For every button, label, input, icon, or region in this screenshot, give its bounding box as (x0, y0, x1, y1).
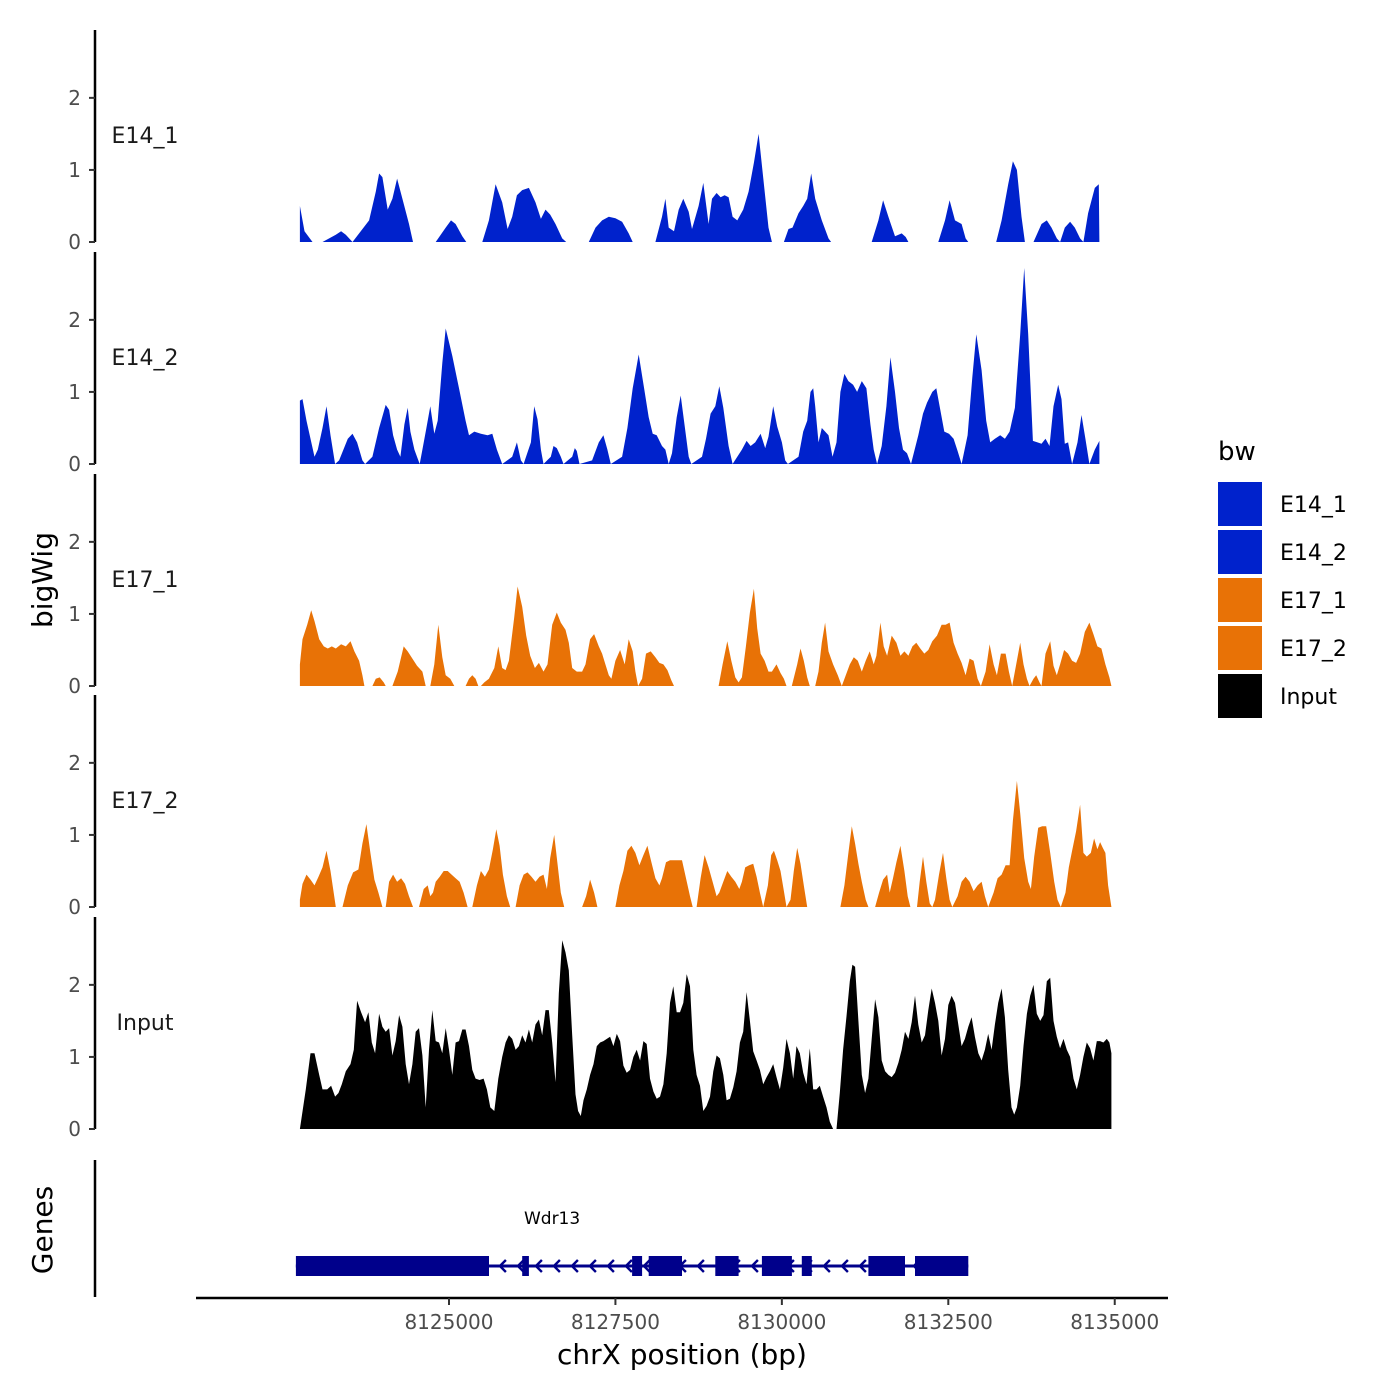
y-axis-title: bigWig (26, 532, 59, 628)
y-tick-label: 0 (68, 895, 81, 919)
strand-arrow (624, 1259, 633, 1273)
x-axis-title: chrX position (bp) (557, 1338, 807, 1371)
legend-label: E14_2 (1280, 541, 1347, 566)
legend-title: bw (1218, 437, 1256, 467)
track-label: Input (117, 1011, 174, 1036)
gene-exon (522, 1256, 529, 1276)
x-tick-label: 8127500 (571, 1310, 660, 1334)
strand-arrow (570, 1259, 579, 1273)
strand-arrow (696, 1259, 705, 1273)
y-tick-label: 2 (68, 751, 81, 775)
strand-arrow (840, 1259, 849, 1273)
x-tick-label: 8130000 (737, 1310, 826, 1334)
legend-label: E17_2 (1280, 637, 1347, 662)
strand-arrow (498, 1259, 507, 1273)
x-tick-label: 8135000 (1070, 1310, 1159, 1334)
strand-arrow (534, 1259, 543, 1273)
y-tick-label: 1 (68, 602, 81, 626)
strand-arrow (750, 1259, 759, 1273)
y-tick-label: 2 (68, 973, 81, 997)
gene-wdr13: Wdr13 (295, 1209, 969, 1276)
genes-panel: Wdr13 (93, 1160, 969, 1297)
legend-label: E14_1 (1280, 493, 1347, 518)
y-tick-label: 0 (68, 230, 81, 254)
legend: bw E14_1 E14_2 E17_1 E17_2 Input (1218, 437, 1347, 718)
legend-swatch (1218, 626, 1262, 670)
y-tick-label: 1 (68, 380, 81, 404)
y-tick-label: 2 (68, 86, 81, 110)
tracks-layer: 0 1 2 E14_1 0 1 2 E14_2 0 1 2 E17_1 0 1 2 E17_2 0 1 2 Input (68, 30, 1112, 1141)
y-tick-label: 0 (68, 452, 81, 476)
strand-arrow (822, 1259, 831, 1273)
track-label: E17_2 (112, 789, 179, 814)
strand-arrow (588, 1259, 597, 1273)
legend-swatch (1218, 578, 1262, 622)
x-tick-label: 8125000 (404, 1310, 493, 1334)
gene-exon (915, 1256, 969, 1276)
gene-exon (648, 1256, 682, 1276)
x-axis: 8125000 8127500 8130000 8132500 8135000 (196, 1296, 1168, 1334)
track-e14-2: 0 1 2 E14_2 (68, 252, 1100, 476)
y-tick-label: 1 (68, 1045, 81, 1069)
strand-arrow (516, 1259, 525, 1273)
track-label: E14_1 (112, 124, 179, 149)
gene-exon (868, 1256, 905, 1276)
y-tick-label: 1 (68, 158, 81, 182)
gene-exon (632, 1256, 643, 1276)
legend-swatch (1218, 674, 1262, 718)
y-tick-label: 0 (68, 1117, 81, 1141)
y-tick-label: 2 (68, 308, 81, 332)
coverage-area-e14-2 (299, 268, 1100, 464)
track-e17-2: 0 1 2 E17_2 (68, 695, 1112, 919)
legend-swatch (1218, 530, 1262, 574)
x-tick-label: 8132500 (904, 1310, 993, 1334)
legend-label: E17_1 (1280, 589, 1347, 614)
gene-label: Wdr13 (524, 1209, 580, 1229)
coverage-area-e14-1 (299, 133, 1100, 242)
genes-axis-title: Genes (26, 1186, 59, 1274)
track-label: E14_2 (112, 346, 179, 371)
track-input: 0 1 2 Input (68, 917, 1112, 1141)
y-tick-label: 0 (68, 674, 81, 698)
y-tick-label: 2 (68, 530, 81, 554)
track-label: E17_1 (112, 568, 179, 593)
track-e14-1: 0 1 2 E14_1 (68, 30, 1100, 254)
strand-arrow (642, 1259, 651, 1273)
strand-arrow (552, 1259, 561, 1273)
gene-exon (295, 1256, 489, 1276)
y-tick-label: 1 (68, 823, 81, 847)
strand-arrow (858, 1259, 867, 1273)
coverage-area-input (299, 940, 1112, 1129)
legend-label: Input (1280, 685, 1337, 710)
coverage-area-e17-1 (299, 586, 1112, 686)
gene-exon (761, 1256, 792, 1276)
gene-exon (715, 1256, 739, 1276)
gene-exon (801, 1256, 812, 1276)
strand-arrow (606, 1259, 615, 1273)
coverage-area-e17-2 (299, 780, 1112, 907)
legend-swatch (1218, 482, 1262, 526)
track-e17-1: 0 1 2 E17_1 (68, 474, 1112, 698)
